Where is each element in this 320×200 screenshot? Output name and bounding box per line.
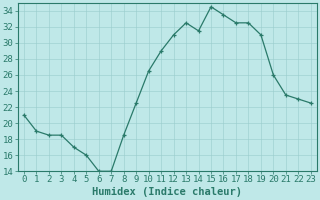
X-axis label: Humidex (Indice chaleur): Humidex (Indice chaleur) — [92, 187, 242, 197]
